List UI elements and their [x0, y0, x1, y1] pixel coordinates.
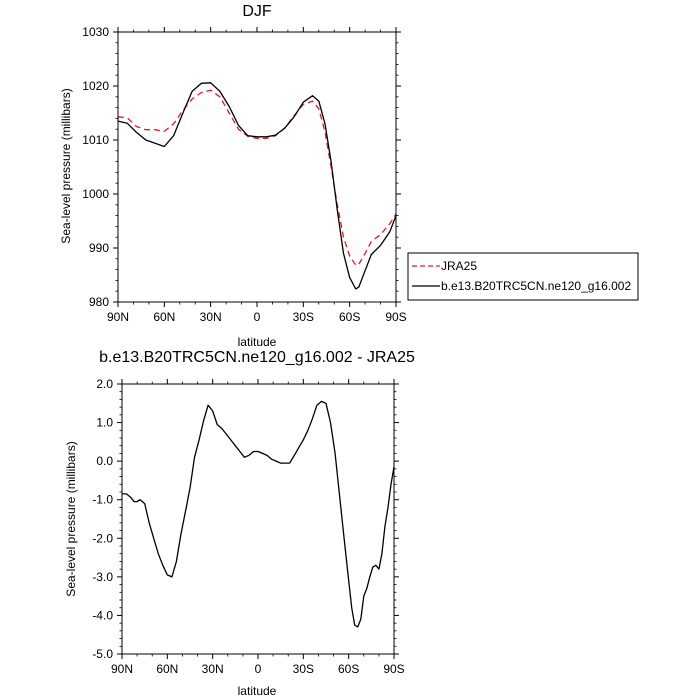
top-x-tick-label: 30S — [293, 310, 314, 324]
bottom-x-tick-label: 30S — [293, 662, 314, 676]
panel-top: DJF latitude Sea-level pressure (milliba… — [59, 3, 407, 349]
bottom-axes-ticks: -5.0 -4.0 -3.0 -2.0 -1.0 0.0 1.0 2.0 90N 60N 30N 0 3… — [92, 377, 404, 676]
legend-label-model: b.e13.B20TRC5CN.ne120_g16.002 — [441, 279, 631, 293]
bottom-y-tick-label: 1.0 — [96, 416, 113, 430]
top-x-tick-label: 60S — [339, 310, 360, 324]
top-y-tick-label: 1020 — [82, 79, 109, 93]
top-series-line-jra25 — [117, 89, 397, 266]
top-y-tick-label: 980 — [89, 295, 109, 309]
bottom-y-tick-label: -1.0 — [92, 493, 113, 507]
bottom-plot-frame — [121, 383, 395, 655]
bottom-series-line-difference — [122, 400, 395, 628]
top-x-tick-label: 0 — [254, 310, 261, 324]
bottom-x-tick-label: 60N — [156, 662, 178, 676]
top-x-axis-label: latitude — [238, 335, 277, 349]
top-y-tick-label: 1000 — [82, 187, 109, 201]
top-plot-frame — [117, 31, 397, 303]
bottom-y-axis-label: Sea-level pressure (millibars) — [64, 441, 78, 596]
bottom-y-tick-label: 2.0 — [96, 377, 113, 391]
bottom-chart-title: b.e13.B20TRC5CN.ne120_g16.002 - JRA25 — [99, 349, 415, 366]
legend-label-jra25: JRA25 — [441, 259, 477, 273]
bottom-y-tick-label: -2.0 — [92, 531, 113, 545]
bottom-y-tick-label: -3.0 — [92, 570, 113, 584]
bottom-x-axis-label: latitude — [238, 684, 277, 698]
bottom-x-tick-label: 60S — [338, 662, 359, 676]
top-series-line-model — [117, 82, 397, 290]
bottom-x-tick-label: 0 — [255, 662, 262, 676]
top-y-tick-label: 1010 — [82, 133, 109, 147]
top-axes-ticks: 980 990 1000 1010 1020 1030 90N 60N 30N 0 30S 60S 90… — [82, 25, 406, 324]
top-x-tick-label: 90S — [385, 310, 406, 324]
top-x-tick-label: 90N — [107, 310, 129, 324]
bottom-x-tick-label: 90N — [111, 662, 133, 676]
top-x-tick-label: 60N — [153, 310, 175, 324]
bottom-series-group — [122, 400, 395, 628]
top-series-group — [117, 82, 397, 290]
bottom-y-tick-label: -5.0 — [92, 647, 113, 661]
top-x-tick-label: 30N — [200, 310, 222, 324]
top-y-tick-label: 1030 — [82, 25, 109, 39]
top-chart-title: DJF — [242, 3, 272, 20]
top-y-tick-label: 990 — [89, 241, 109, 255]
bottom-y-tick-label: -4.0 — [92, 608, 113, 622]
legend: JRA25 b.e13.B20TRC5CN.ne120_g16.002 — [407, 252, 639, 301]
bottom-x-tick-label: 90S — [383, 662, 404, 676]
bottom-x-tick-label: 30N — [202, 662, 224, 676]
bottom-y-tick-label: 0.0 — [96, 454, 113, 468]
panel-bottom: b.e13.B20TRC5CN.ne120_g16.002 - JRA25 la… — [64, 349, 415, 698]
top-y-axis-label: Sea-level pressure (millibars) — [59, 88, 73, 243]
legend-box — [407, 252, 639, 301]
